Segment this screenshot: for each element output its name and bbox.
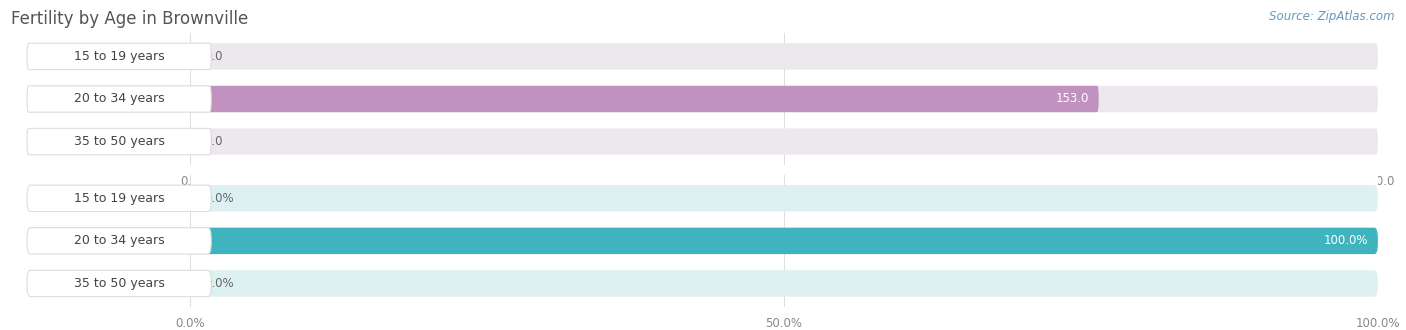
Text: 15 to 19 years: 15 to 19 years [73,192,165,205]
Text: 20 to 34 years: 20 to 34 years [73,234,165,248]
FancyBboxPatch shape [190,43,1378,70]
Text: 0.0%: 0.0% [204,192,233,205]
FancyBboxPatch shape [190,128,1378,155]
FancyBboxPatch shape [190,86,1378,112]
FancyBboxPatch shape [27,128,211,155]
FancyBboxPatch shape [27,270,211,297]
Text: 0.0: 0.0 [204,50,222,63]
Text: 15 to 19 years: 15 to 19 years [73,50,165,63]
Text: 35 to 50 years: 35 to 50 years [73,135,165,148]
Text: 35 to 50 years: 35 to 50 years [73,277,165,290]
FancyBboxPatch shape [27,43,211,70]
FancyBboxPatch shape [27,86,211,112]
Text: 20 to 34 years: 20 to 34 years [73,92,165,106]
FancyBboxPatch shape [190,270,1378,297]
FancyBboxPatch shape [190,228,1378,254]
FancyBboxPatch shape [190,185,1378,212]
Text: 100.0%: 100.0% [1324,234,1368,248]
Text: 0.0%: 0.0% [204,277,233,290]
FancyBboxPatch shape [27,185,211,212]
Text: Fertility by Age in Brownville: Fertility by Age in Brownville [11,10,249,28]
FancyBboxPatch shape [190,228,1378,254]
FancyBboxPatch shape [27,228,211,254]
Text: Source: ZipAtlas.com: Source: ZipAtlas.com [1270,10,1395,23]
Text: 153.0: 153.0 [1056,92,1090,106]
FancyBboxPatch shape [190,86,1098,112]
Text: 0.0: 0.0 [204,135,222,148]
